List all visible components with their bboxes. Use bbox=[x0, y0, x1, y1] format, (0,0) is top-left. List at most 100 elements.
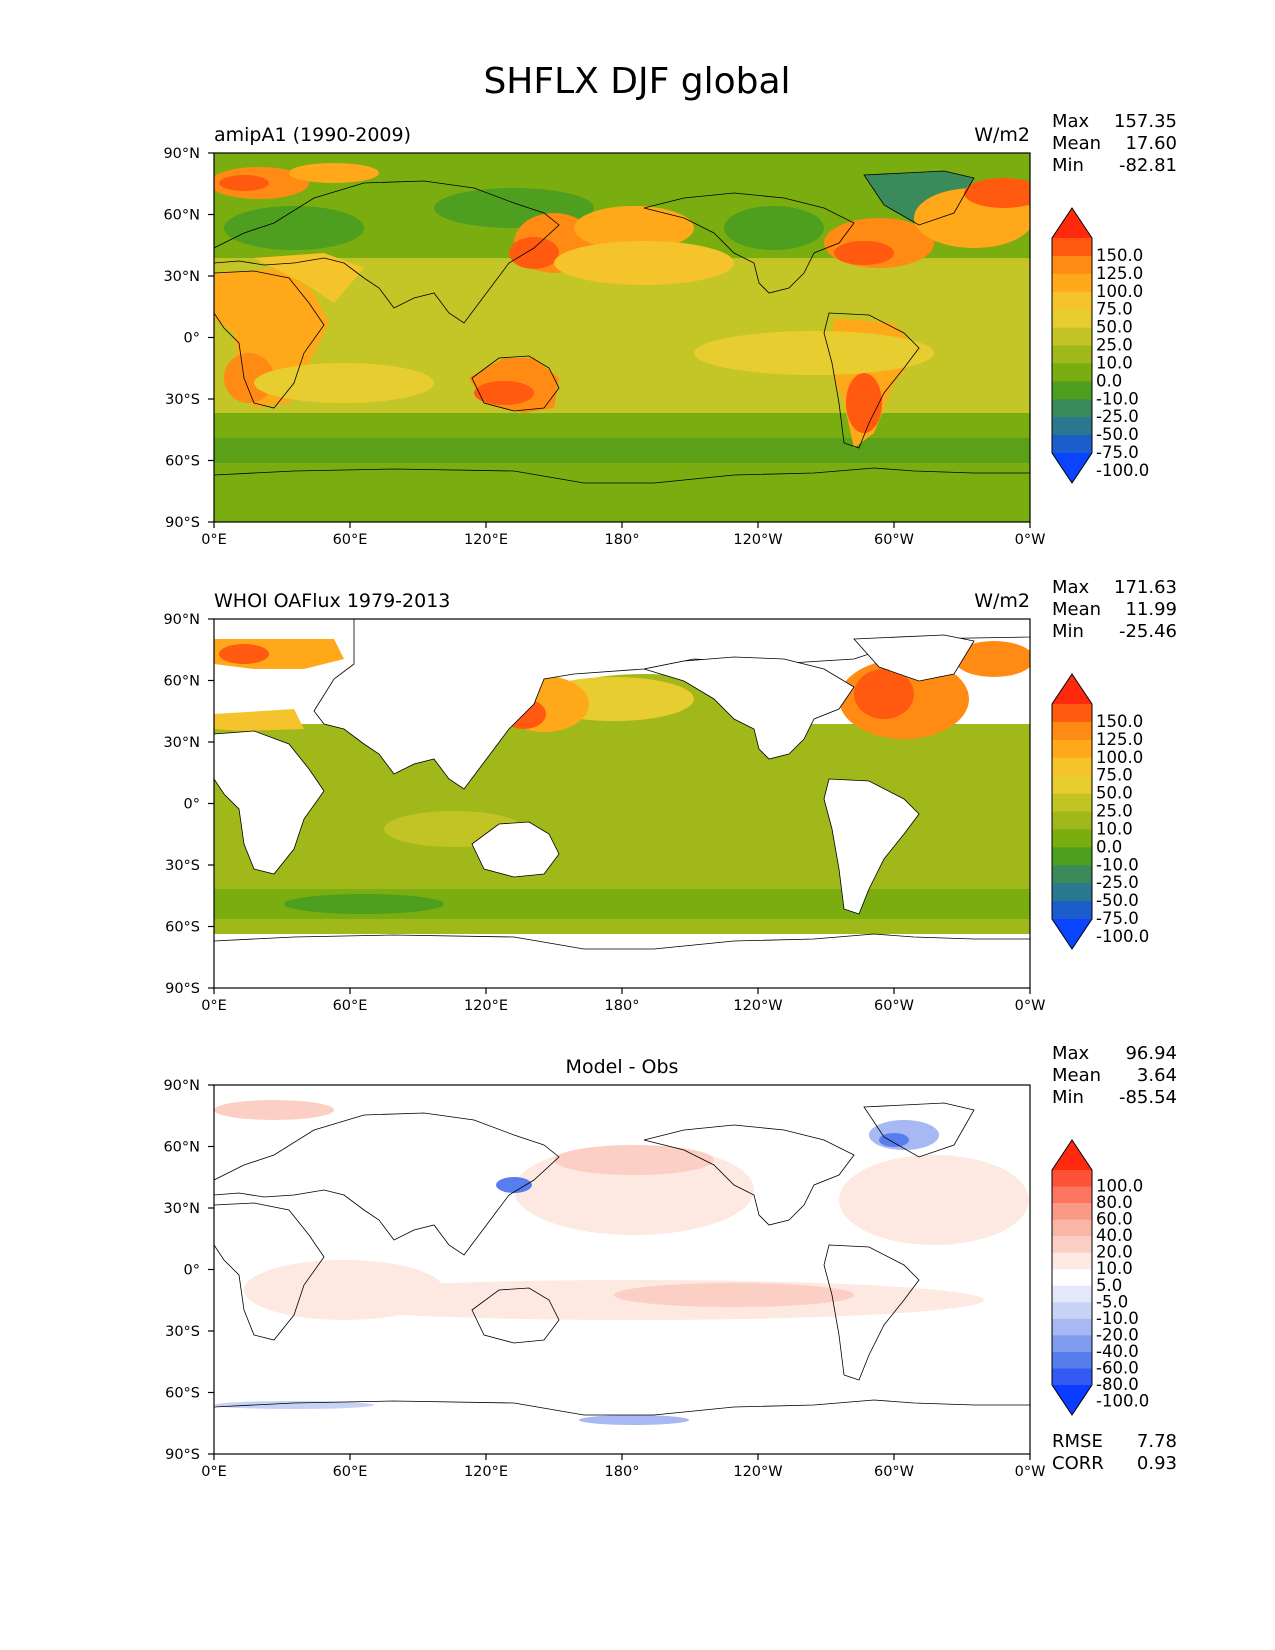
colorbar-segment bbox=[1052, 739, 1092, 759]
y-tick-label: 90°N bbox=[163, 612, 200, 628]
colorbar-segment bbox=[1052, 1368, 1092, 1386]
colorbar-label: 80.0 bbox=[1096, 1193, 1133, 1212]
colorbar-label: 50.0 bbox=[1096, 784, 1133, 803]
colorbar-label: -50.0 bbox=[1096, 891, 1139, 910]
colorbar-label: 0.0 bbox=[1096, 837, 1122, 856]
africa-outline bbox=[214, 270, 325, 409]
y-tick-label: 60°S bbox=[165, 1386, 200, 1402]
south-america-mask bbox=[823, 778, 920, 915]
colorbar-label: 150.0 bbox=[1096, 246, 1143, 265]
colorbar-label: 100.0 bbox=[1096, 282, 1143, 301]
stat-value: 96.94 bbox=[1125, 1043, 1177, 1064]
colorbar-label: 10.0 bbox=[1096, 819, 1133, 838]
eurasia-outline bbox=[214, 180, 560, 324]
antarctic-band bbox=[214, 473, 1030, 522]
colorbar-outline bbox=[1051, 207, 1093, 484]
y-tick-label: 30°S bbox=[165, 1324, 200, 1340]
colorbar-segment bbox=[1052, 847, 1092, 866]
stat-label: Max bbox=[1052, 577, 1090, 598]
y-tick-label: 90°N bbox=[163, 146, 200, 162]
stat-value: 11.99 bbox=[1125, 599, 1177, 620]
y-tick-label: 60°S bbox=[165, 920, 200, 936]
north-pacific-yellow bbox=[554, 241, 734, 285]
north-america-outline bbox=[643, 1124, 855, 1226]
australia-core bbox=[474, 381, 534, 405]
colorbar-segment bbox=[1052, 721, 1092, 741]
south-america-outline bbox=[823, 312, 920, 449]
colorbar-segment bbox=[1052, 757, 1092, 777]
colorbar-label: -100.0 bbox=[1096, 461, 1149, 480]
colorbar-label: -5.0 bbox=[1096, 1292, 1128, 1311]
stat-label: Min bbox=[1052, 155, 1084, 176]
stat-value: -85.54 bbox=[1119, 1087, 1177, 1108]
colorbar-label: 25.0 bbox=[1096, 802, 1133, 821]
colorbar-outline bbox=[1051, 1139, 1093, 1416]
colorbar-segment bbox=[1052, 811, 1092, 830]
colorbar-label: 150.0 bbox=[1096, 712, 1143, 731]
colorbar-segment bbox=[1052, 327, 1092, 346]
colorbar-label: 40.0 bbox=[1096, 1226, 1133, 1245]
y-tick-label: 60°S bbox=[165, 454, 200, 470]
colorbar-label: -75.0 bbox=[1096, 443, 1139, 462]
stat-label: Min bbox=[1052, 621, 1084, 642]
x-tick-label: 0°E bbox=[201, 532, 227, 548]
metrics-box: RMSE 7.78 CORR 0.93 bbox=[1052, 1431, 1177, 1474]
colorbar-label: 10.0 bbox=[1096, 353, 1133, 372]
colorbar: 150.0125.0100.075.050.025.010.00.0-10.0-… bbox=[1051, 207, 1149, 484]
australia-mask bbox=[471, 821, 560, 878]
barents-patch bbox=[289, 163, 379, 183]
colorbar-segment bbox=[1052, 1269, 1092, 1287]
colorbar-segment bbox=[1052, 1252, 1092, 1270]
colorbar-label: -100.0 bbox=[1096, 927, 1149, 946]
north-pacific-pink-2 bbox=[554, 1145, 714, 1175]
colorbar-segment bbox=[1052, 1285, 1092, 1303]
map-area bbox=[214, 153, 1030, 522]
colorbar-segment bbox=[1052, 704, 1092, 723]
colorbar-segment bbox=[1052, 381, 1092, 400]
colorbar-segment bbox=[1052, 901, 1092, 920]
map-area bbox=[214, 1085, 1030, 1454]
panel-title: Model - Obs bbox=[566, 1056, 679, 1078]
stat-label: Max bbox=[1052, 1043, 1090, 1064]
colorbar-label: -10.0 bbox=[1096, 855, 1139, 874]
colorbar-label: 125.0 bbox=[1096, 264, 1143, 283]
colorbar-segment bbox=[1052, 1236, 1092, 1254]
colorbar-segment bbox=[1052, 238, 1092, 257]
panel-units: W/m2 bbox=[974, 590, 1030, 612]
colorbar-label: 100.0 bbox=[1096, 1177, 1143, 1196]
colorbar-label: -10.0 bbox=[1096, 1309, 1139, 1328]
indian-ocean-yellow bbox=[254, 363, 434, 403]
colorbar-label: -60.0 bbox=[1096, 1358, 1139, 1377]
colorbar-segment bbox=[1052, 291, 1092, 311]
antarctica-outline bbox=[214, 933, 1030, 950]
panel-obs: WHOI OAFlux 1979-2013 W/m2 bbox=[163, 577, 1177, 1014]
x-tick-label: 0°E bbox=[201, 998, 227, 1014]
colorbar-segment bbox=[1052, 883, 1092, 902]
x-tick-label: 180° bbox=[605, 998, 640, 1014]
x-tick-label: 180° bbox=[605, 532, 640, 548]
colorbar-label: 100.0 bbox=[1096, 748, 1143, 767]
colorbar-label: 10.0 bbox=[1096, 1259, 1133, 1278]
polar-mask-south bbox=[214, 934, 1030, 988]
colorbar-extend-min bbox=[1052, 1385, 1092, 1415]
colorbar-label: 25.0 bbox=[1096, 336, 1133, 355]
nordic-seas-core bbox=[219, 175, 269, 191]
x-axis: 0°E 60°E 120°E 180° 120°W 60°W 0°W bbox=[201, 988, 1045, 1014]
x-tick-label: 120°E bbox=[464, 1464, 508, 1480]
figure-title: SHFLX DJF global bbox=[483, 61, 790, 102]
colorbar-segment bbox=[1052, 1335, 1092, 1353]
irminger-patch bbox=[964, 178, 1030, 208]
nordic-seas-pink bbox=[214, 1100, 334, 1120]
colorbar-label: 5.0 bbox=[1096, 1276, 1122, 1295]
panel-title: amipA1 (1990-2009) bbox=[214, 124, 411, 146]
colorbar: 100.080.060.040.020.010.05.0-5.0-10.0-20… bbox=[1051, 1139, 1149, 1416]
y-tick-label: 60°N bbox=[163, 674, 200, 690]
y-tick-label: 90°N bbox=[163, 1078, 200, 1094]
y-tick-label: 30°N bbox=[163, 735, 200, 751]
north-atlantic-pink bbox=[839, 1155, 1029, 1245]
colorbar-segment bbox=[1052, 829, 1092, 848]
stat-value: 17.60 bbox=[1125, 133, 1177, 154]
colorbar-label: -50.0 bbox=[1096, 425, 1139, 444]
colorbar-segment bbox=[1052, 309, 1092, 329]
